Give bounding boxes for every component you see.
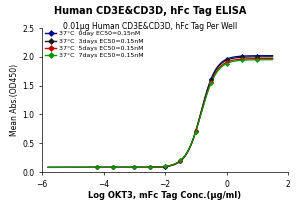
Legend: 37°C  0day EC50=0.15nM, 37°C  3days EC50=0.15nM, 37°C  5days EC50=0.15nM, 37°C  : 37°C 0day EC50=0.15nM, 37°C 3days EC50=0… <box>44 30 145 60</box>
Text: Human CD3E&CD3D, hFc Tag ELISA: Human CD3E&CD3D, hFc Tag ELISA <box>54 6 246 16</box>
Y-axis label: Mean Abs.(OD450): Mean Abs.(OD450) <box>11 64 20 136</box>
X-axis label: Log OKT3, mFc Tag Conc.(μg/ml): Log OKT3, mFc Tag Conc.(μg/ml) <box>88 191 242 200</box>
Text: 0.01μg Human CD3E&CD3D, hFc Tag Per Well: 0.01μg Human CD3E&CD3D, hFc Tag Per Well <box>63 22 237 31</box>
